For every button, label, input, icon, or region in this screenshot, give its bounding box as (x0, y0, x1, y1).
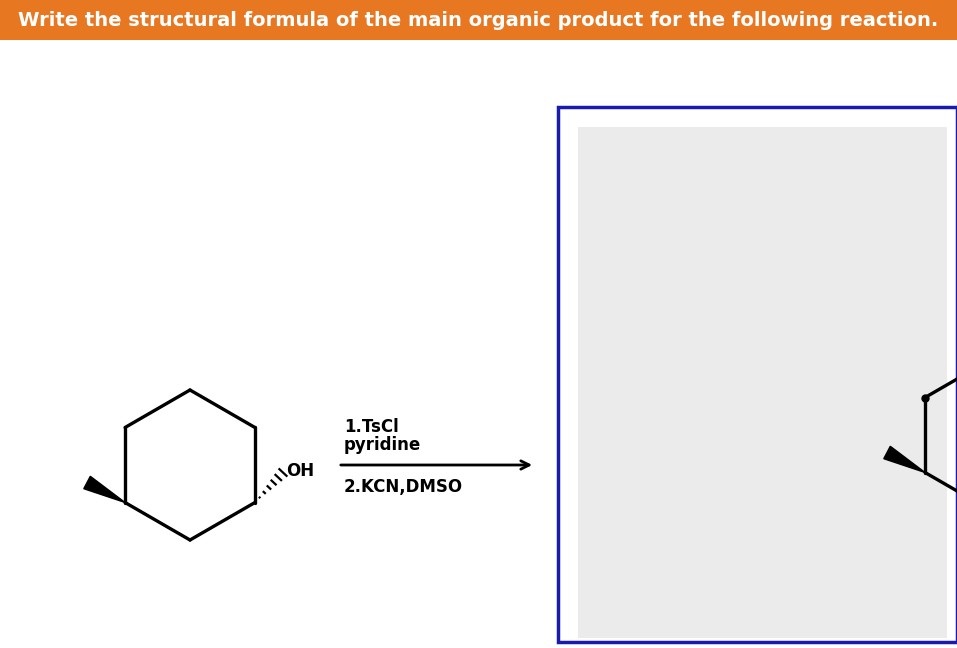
Text: 2.KCN,DMSO: 2.KCN,DMSO (344, 478, 463, 496)
Bar (0, 0, 957, 40)
Text: OH: OH (286, 463, 314, 481)
Text: Write the structural formula of the main organic product for the following react: Write the structural formula of the main… (18, 10, 939, 30)
Bar (558, 107, 957, 642)
Text: 1.TsCl: 1.TsCl (344, 418, 399, 436)
Bar (578, 127, 947, 638)
Polygon shape (84, 476, 125, 502)
Polygon shape (883, 446, 925, 472)
Text: pyridine: pyridine (344, 436, 421, 454)
